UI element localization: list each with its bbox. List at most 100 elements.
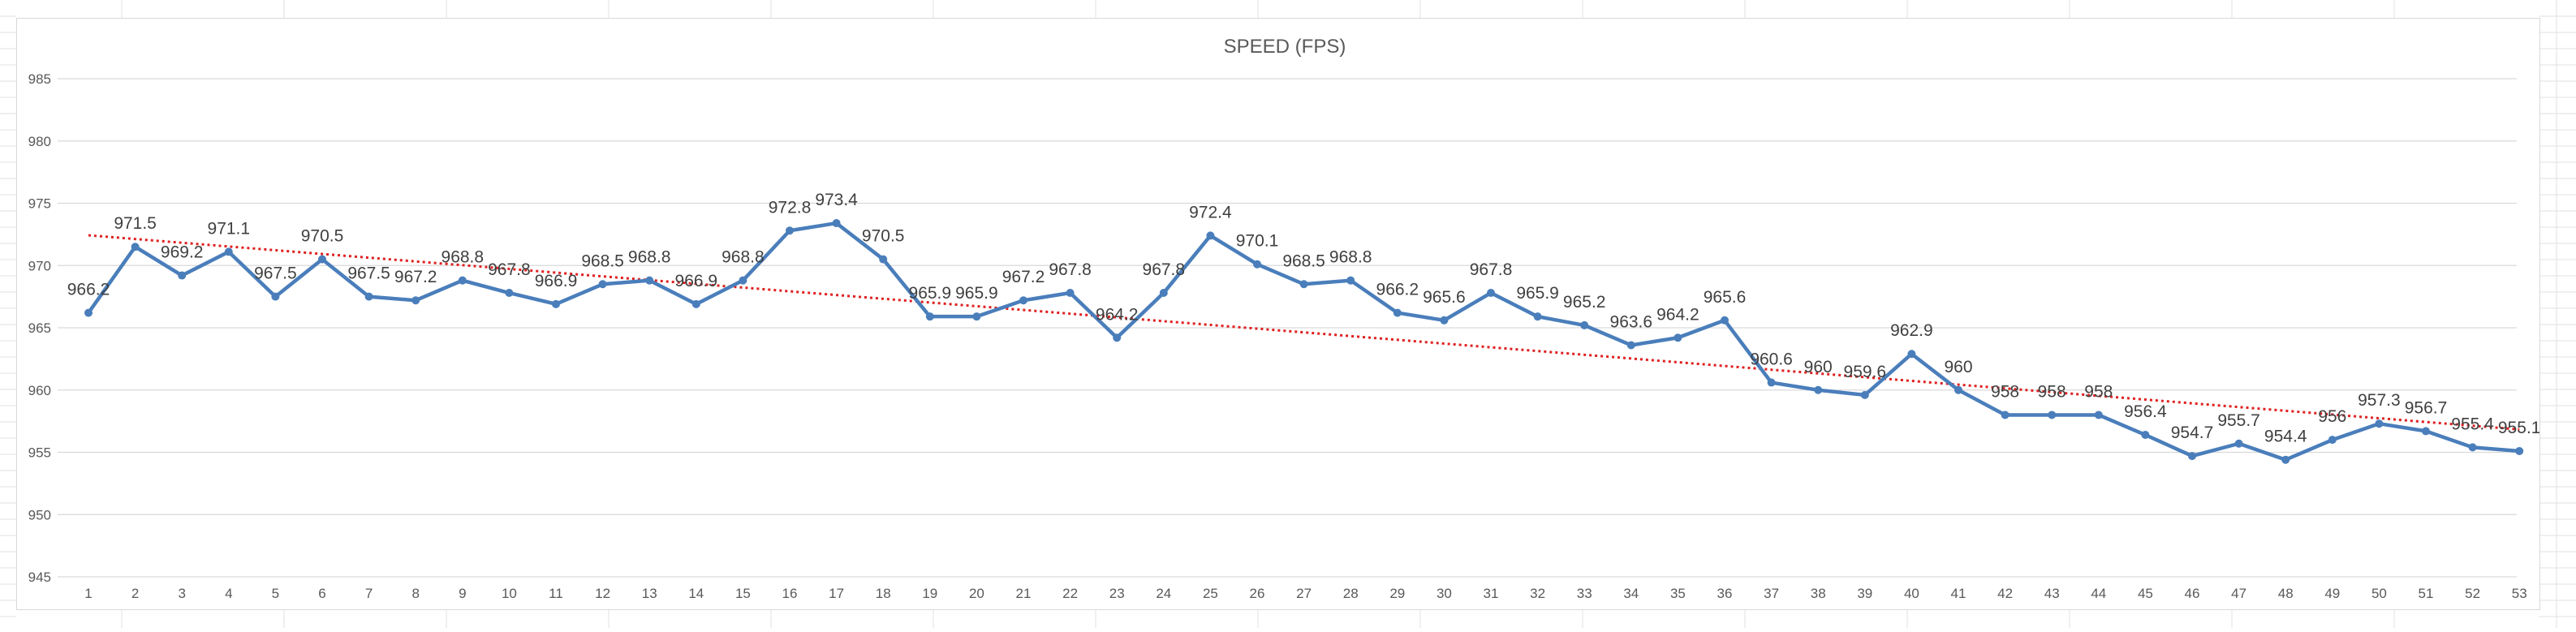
y-tick-label: 960: [28, 383, 51, 398]
data-point[interactable]: [1487, 289, 1495, 298]
data-point[interactable]: [131, 243, 140, 252]
data-label: 954.4: [2264, 428, 2307, 446]
data-point[interactable]: [645, 276, 654, 285]
x-tick-label: 49: [2324, 586, 2340, 601]
x-tick-label: 2: [131, 586, 139, 601]
data-point[interactable]: [224, 247, 233, 256]
data-label: 960.6: [1750, 350, 1793, 369]
data-point[interactable]: [1767, 378, 1776, 387]
data-point[interactable]: [925, 312, 934, 321]
data-point[interactable]: [2515, 446, 2524, 455]
y-tick-label: 980: [28, 134, 51, 149]
chart-area[interactable]: SPEED (FPS) 945 950 955 960 965 970 975 980 985 …: [16, 18, 2540, 610]
data-point[interactable]: [1113, 333, 1122, 342]
x-tick-label: 23: [1109, 586, 1125, 601]
data-point[interactable]: [458, 276, 467, 285]
data-point[interactable]: [739, 276, 747, 285]
data-label: 959.6: [1844, 363, 1887, 381]
data-point[interactable]: [2375, 419, 2384, 428]
data-label: 967.8: [1143, 260, 1186, 279]
x-tick-label: 31: [1484, 586, 1499, 601]
data-point[interactable]: [2234, 439, 2243, 448]
x-tick-label: 41: [1951, 586, 1966, 601]
data-label: 958: [2038, 382, 2066, 401]
data-point[interactable]: [1814, 385, 1823, 394]
data-point[interactable]: [271, 292, 280, 301]
data-point[interactable]: [1954, 385, 1962, 394]
data-point[interactable]: [2001, 411, 2010, 419]
data-point[interactable]: [2094, 411, 2103, 419]
data-point[interactable]: [1019, 296, 1027, 305]
data-point[interactable]: [84, 308, 93, 317]
y-tick-label: 970: [28, 258, 51, 273]
data-point[interactable]: [1580, 320, 1589, 329]
data-point[interactable]: [1393, 308, 1402, 317]
data-label: 954.7: [2171, 423, 2214, 442]
x-tick-label: 30: [1437, 586, 1452, 601]
data-point[interactable]: [1907, 350, 1916, 359]
data-point[interactable]: [1066, 289, 1075, 298]
data-point[interactable]: [972, 312, 981, 321]
x-tick-label: 48: [2278, 586, 2294, 601]
data-point[interactable]: [2188, 452, 2196, 461]
data-point[interactable]: [879, 255, 888, 264]
data-label: 955.7: [2217, 411, 2260, 430]
data-point[interactable]: [1674, 333, 1682, 342]
data-point[interactable]: [1346, 276, 1355, 285]
data-point[interactable]: [1253, 260, 1261, 269]
y-axis-ticks: 945 950 955 960 965 970 975 980 985: [28, 71, 51, 585]
data-label: 966.2: [67, 281, 110, 299]
data-point[interactable]: [1626, 341, 1635, 350]
data-point[interactable]: [505, 289, 514, 298]
data-label: 966.9: [675, 272, 718, 290]
data-point[interactable]: [598, 280, 607, 289]
data-label: 972.8: [769, 198, 812, 217]
data-point[interactable]: [691, 299, 700, 308]
data-point[interactable]: [1206, 231, 1215, 240]
data-label: 958: [2084, 382, 2113, 401]
data-point[interactable]: [2048, 411, 2057, 419]
data-point[interactable]: [318, 255, 326, 264]
x-tick-label: 46: [2185, 586, 2200, 601]
data-point[interactable]: [2422, 427, 2430, 436]
data-label: 956.7: [2405, 398, 2448, 417]
data-label: 957.3: [2358, 391, 2401, 410]
data-point[interactable]: [552, 299, 560, 308]
data-point[interactable]: [1159, 289, 1168, 298]
x-tick-label: 44: [2091, 586, 2106, 601]
data-point[interactable]: [1721, 316, 1729, 325]
x-tick-label: 40: [1904, 586, 1919, 601]
x-tick-label: 24: [1156, 586, 1171, 601]
data-label: 968.5: [581, 252, 624, 270]
data-point[interactable]: [786, 226, 794, 235]
data-label: 968.8: [628, 248, 671, 267]
x-tick-label: 16: [782, 586, 798, 601]
data-label: 968.5: [1282, 252, 1325, 270]
data-point[interactable]: [2141, 431, 2150, 440]
line-chart: SPEED (FPS) 945950955960965970975980985 …: [28, 36, 2539, 601]
data-label: 956.4: [2124, 402, 2167, 421]
data-point[interactable]: [411, 296, 420, 305]
data-point[interactable]: [1860, 390, 1869, 399]
x-tick-label: 5: [272, 586, 279, 601]
data-point[interactable]: [2281, 455, 2290, 464]
x-tick-label: 37: [1764, 586, 1779, 601]
data-label: 956: [2318, 407, 2346, 426]
data-point[interactable]: [1299, 280, 1308, 289]
data-point[interactable]: [1440, 316, 1449, 325]
data-label: 971.1: [208, 219, 251, 238]
data-point[interactable]: [2328, 436, 2337, 445]
x-tick-label: 33: [1577, 586, 1592, 601]
x-tick-label: 17: [829, 586, 844, 601]
data-label: 970.5: [862, 227, 905, 246]
data-point[interactable]: [1533, 312, 1542, 321]
data-point[interactable]: [364, 292, 373, 301]
x-tick-label: 12: [595, 586, 610, 601]
y-tick-label: 985: [28, 71, 51, 87]
data-point[interactable]: [2468, 443, 2477, 452]
data-point[interactable]: [832, 219, 841, 228]
data-label: 967.5: [347, 264, 390, 283]
data-point[interactable]: [178, 271, 187, 280]
x-tick-label: 26: [1250, 586, 1265, 601]
